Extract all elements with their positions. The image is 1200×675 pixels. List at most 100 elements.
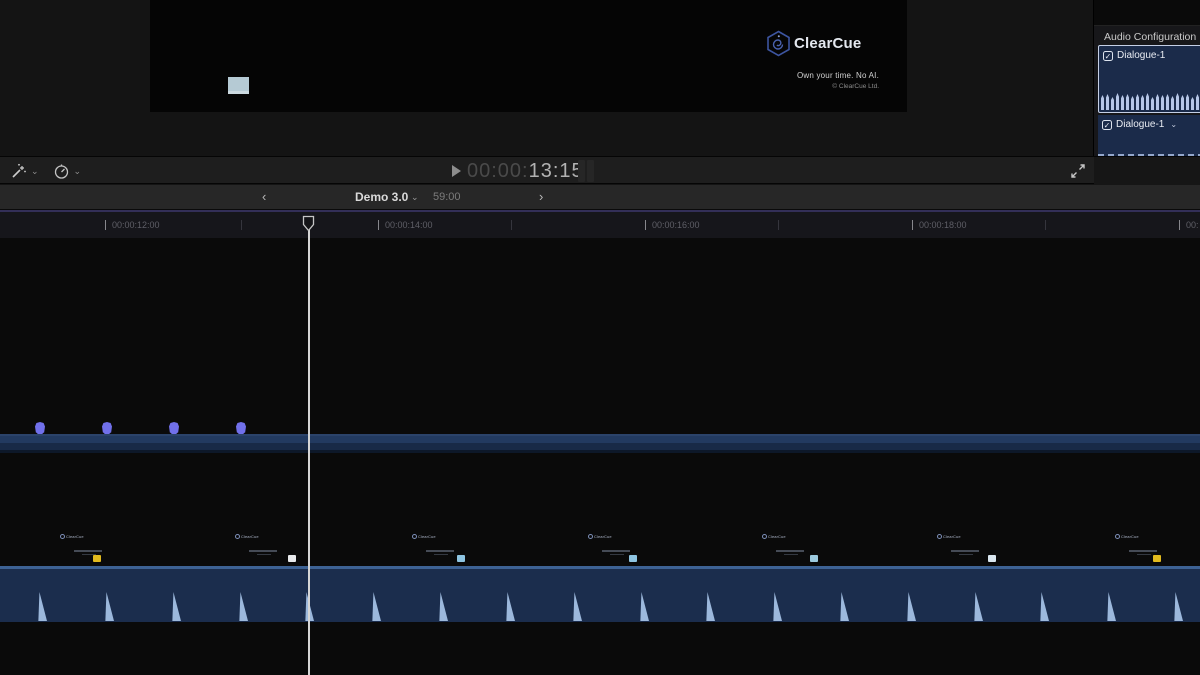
track-label: Dialogue-1 [1117,50,1166,61]
retime-gauge-icon[interactable] [53,163,70,180]
waveform-bar [1156,94,1159,110]
mini-copyright-line [610,554,624,555]
waveform-bar [1106,94,1109,110]
ruler-tick [105,220,106,230]
mini-clearcue-logo: ClearCue [235,534,259,539]
waveform-spike [172,592,181,621]
filmstrip-frame: ClearCue [60,534,102,555]
mini-copyright-line [434,554,448,555]
waveform-spike [105,592,114,621]
marker-lane [0,422,1200,436]
waveform-bar [1171,96,1174,110]
ruler-timestamp: 00:00:14:00 [385,220,433,230]
play-icon[interactable] [452,165,461,177]
waveform-spike [1174,592,1183,621]
mini-logo-ring-icon [1115,534,1120,539]
frame-color-square [810,555,818,562]
timeline-area[interactable]: 00:00:12:00 00:00:14:00 00:00:16:00 00:00:1… [0,210,1200,675]
viewer-canvas: ClearCue Own your time. No AI. © ClearCu… [150,0,907,112]
enhancements-wand-icon[interactable] [10,163,27,180]
playhead-handle[interactable] [302,215,315,232]
waveform-spike [372,592,381,621]
fullscreen-expand-icon[interactable] [1070,163,1086,179]
timeline-duration: 59:00 [433,191,461,203]
waveform-bar [1186,94,1189,110]
mini-logo-text: ClearCue [943,534,961,539]
mini-logo-ring-icon [762,534,767,539]
waveform-bar [1116,93,1119,110]
mini-logo-ring-icon [235,534,240,539]
toolbar-right-section [1094,157,1200,185]
track-checkbox[interactable]: ✓ [1102,119,1112,130]
waveform-bar [1181,95,1184,110]
timecode-seconds-frames: 13:15 [528,160,584,182]
waveform-spike [640,592,649,621]
waveform-spike [573,592,582,621]
next-timeline-button[interactable]: › [539,189,544,204]
frame-color-square [1153,555,1161,562]
waveform-bar [1101,95,1104,110]
mini-clearcue-logo: ClearCue [1115,534,1139,539]
waveform-bar [1146,93,1149,110]
toolbar: ⌄ ⌄ 00:00:13:15 [0,156,1200,185]
audio-meters[interactable] [578,160,594,182]
clip-marker-icon[interactable] [236,422,246,436]
frame-color-square [288,555,296,562]
ruler-tick [378,220,379,230]
timecode-display[interactable]: 00:00:13:15 [467,160,584,183]
ruler-minor-tick [1045,220,1046,230]
mini-logo-ring-icon [588,534,593,539]
clip-marker-icon[interactable] [169,422,179,436]
waveform-bar [1176,93,1179,110]
meter-bar-left [578,160,585,182]
filmstrip-frame: ClearCue [588,534,630,555]
mini-copyright-line [784,554,798,555]
mini-tagline-line [1129,550,1157,552]
playhead-line[interactable] [308,217,310,675]
previous-timeline-button[interactable]: ‹ [262,189,267,204]
clip-marker-icon[interactable] [102,422,112,436]
mini-logo-text: ClearCue [241,534,259,539]
waveform-spike [1107,592,1116,621]
timeline-ruler[interactable]: 00:00:12:00 00:00:14:00 00:00:16:00 00:00:1… [0,210,1200,238]
filmstrip-frame: ClearCue [412,534,454,555]
panel-waveform [1101,93,1200,110]
mini-tagline-line [426,550,454,552]
ruler-minor-tick [778,220,779,230]
waveform-spike [840,592,849,621]
chevron-down-icon[interactable]: ⌄ [1170,119,1178,129]
chevron-down-icon[interactable]: ⌄ [73,166,82,176]
audio-track-dialogue-2[interactable]: ✓ Dialogue-1 ⌄ [1098,115,1200,156]
audio-track-dialogue-1[interactable]: ✓ Dialogue-1 [1098,45,1200,113]
timeline-name-dropdown[interactable]: Demo 3.0 [355,190,409,204]
track-checkbox[interactable]: ✓ [1103,50,1113,61]
waveform-bar [1151,97,1154,110]
ruler-minor-tick [241,220,242,230]
waveform-spike [506,592,515,621]
waveform-bar [1136,94,1139,110]
waveform-bar [1161,95,1164,110]
video-clip-strip[interactable]: ClearCue ClearCue ClearCue ClearCue ClearCue… [0,528,1200,566]
viewer-copyright: © ClearCue Ltd. [832,83,879,90]
audio-clip[interactable] [0,566,1200,622]
mini-copyright-line [1137,554,1151,555]
title-clip-bar[interactable] [0,434,1200,453]
waveform-spike [305,592,314,621]
track-label: Dialogue-1 [1116,119,1165,130]
waveform-bar [1131,96,1134,110]
mini-copyright-line [959,554,973,555]
mini-logo-ring-icon [60,534,65,539]
clip-marker-icon[interactable] [35,422,45,436]
chevron-down-icon[interactable]: ⌄ [31,166,39,176]
waveform-bar [1141,95,1144,110]
waveform-spike [439,592,448,621]
mini-copyright-line [257,554,271,555]
timeline-nav-bar: ‹ Demo 3.0 ⌄ 59:00 › [0,185,1200,210]
waveform-spike [907,592,916,621]
chevron-down-icon[interactable]: ⌄ [411,192,419,202]
mini-clearcue-logo: ClearCue [60,534,84,539]
ruler-timestamp: 00:00:12:00 [112,220,160,230]
mini-tagline-line [74,550,102,552]
viewer-tagline: Own your time. No AI. [796,71,879,80]
